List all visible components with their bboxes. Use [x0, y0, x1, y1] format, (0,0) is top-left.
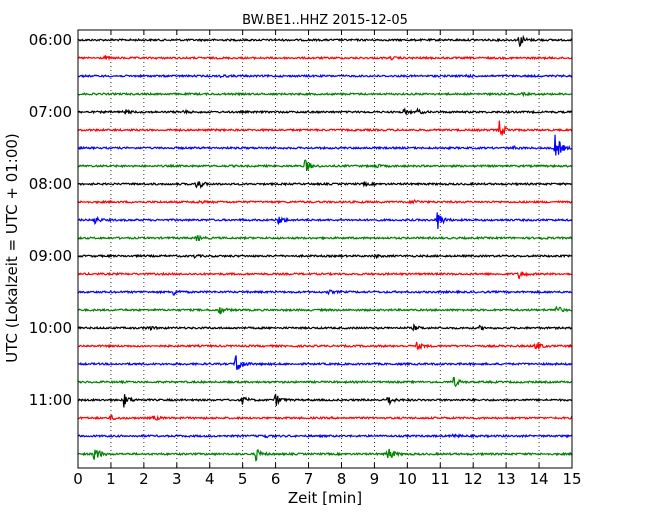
seismogram-trace: [77, 323, 573, 332]
seismogram-trace: [77, 433, 573, 439]
seismogram-trace: [77, 341, 573, 351]
seismogram-trace: [77, 73, 573, 79]
seismogram-trace: [77, 107, 573, 116]
seismogram-trace: [77, 393, 573, 408]
x-axis: 0 1 2 3 4 5 6 7 8 9 10 11 12 13 14 15: [73, 30, 582, 488]
seismogram-trace: [77, 199, 573, 205]
x-tick-label: 11: [431, 470, 450, 488]
seismogram-trace: [77, 288, 573, 296]
y-tick-label: 08:00: [29, 175, 72, 193]
y-tick-label: 07:00: [29, 103, 72, 121]
x-tick-label: 2: [139, 470, 149, 488]
seismogram-trace: [77, 212, 573, 229]
x-tick-label: 7: [304, 470, 314, 488]
x-tick-label: 8: [337, 470, 347, 488]
y-axis: 06:00 07:00 08:00 09:00 10:00 11:00: [29, 31, 572, 409]
seismogram-trace: [77, 159, 573, 172]
x-tick-label: 13: [497, 470, 516, 488]
x-tick-label: 5: [238, 470, 248, 488]
seismogram-trace: [77, 34, 573, 48]
x-tick-label: 3: [172, 470, 182, 488]
x-axis-title: Zeit [min]: [288, 489, 362, 507]
seismogram-trace: [77, 134, 573, 156]
y-tick-label: 06:00: [29, 31, 72, 49]
seismogram-trace: [77, 253, 573, 260]
x-tick-label: 1: [106, 470, 116, 488]
seismogram-trace: [77, 376, 573, 388]
seismogram-trace: [77, 305, 573, 315]
x-tick-label: 9: [370, 470, 380, 488]
plot-frame: [77, 29, 573, 469]
seismogram-trace: [77, 91, 573, 98]
trace-group: [77, 34, 573, 462]
seismogram-trace: [77, 180, 573, 190]
seismogram-trace: [77, 414, 573, 421]
x-tick-label: 4: [205, 470, 215, 488]
seismogram-trace: [77, 355, 573, 371]
x-tick-label: 12: [464, 470, 483, 488]
y-axis-title: UTC (Lokalzeit = UTC + 01:00): [3, 133, 21, 363]
x-tick-label: 0: [73, 470, 83, 488]
x-tick-label: 15: [562, 470, 581, 488]
x-tick-label: 10: [398, 470, 417, 488]
seismogram-trace: [77, 120, 573, 136]
chart-title: BW.BE1..HHZ 2015-12-05: [242, 13, 408, 28]
x-grid: [110, 30, 540, 468]
y-tick-label: 09:00: [29, 247, 72, 265]
x-tick-label: 6: [271, 470, 281, 488]
seismogram-trace: [77, 54, 573, 61]
y-tick-label: 11:00: [29, 391, 72, 409]
seismogram-trace: [77, 234, 573, 242]
x-tick-label: 14: [530, 470, 549, 488]
seismogram-trace: [77, 448, 573, 462]
seismogram-trace: [77, 270, 573, 280]
y-tick-label: 10:00: [29, 319, 72, 337]
